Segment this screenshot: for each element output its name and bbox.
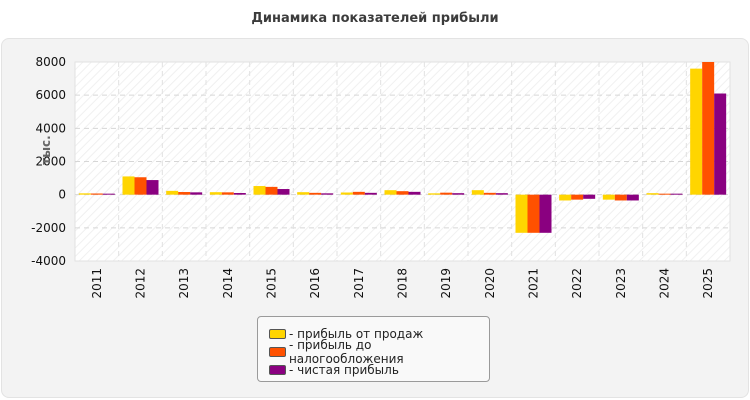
bar-2012-s2: [134, 177, 147, 195]
bar-2024-s3: [670, 193, 683, 195]
legend-label: - чистая прибыль: [289, 363, 399, 377]
legend-item: - прибыль от продаж: [269, 325, 489, 343]
y-tick-label: 8000: [35, 55, 66, 69]
bar-2016-s3: [321, 193, 334, 195]
bar-2015-s1: [253, 186, 266, 195]
bar-2023-s2: [614, 194, 627, 201]
bar-2017-s2: [352, 191, 365, 195]
x-tick-label: 2022: [570, 268, 584, 299]
x-tick-label: 2014: [221, 268, 235, 299]
bar-2021-s1: [515, 194, 528, 233]
bar-2021-s3: [539, 194, 552, 233]
legend-swatch: [269, 365, 286, 375]
bar-2013-s2: [178, 192, 191, 195]
bar-2025-s3: [714, 93, 727, 195]
bar-2025-s2: [702, 62, 715, 195]
bar-2014-s1: [209, 192, 222, 195]
x-tick-label: 2019: [439, 268, 453, 299]
bar-2024-s2: [658, 193, 671, 195]
x-tick-label: 2015: [265, 268, 279, 299]
x-tick-label: 2012: [134, 268, 148, 299]
x-tick-label: 2024: [658, 268, 672, 299]
legend-swatch: [269, 329, 286, 339]
y-tick-label: 6000: [35, 88, 66, 102]
bar-2021-s2: [527, 194, 540, 233]
bar-2012-s1: [122, 176, 135, 195]
bar-2018-s2: [396, 191, 409, 195]
bar-2023-s1: [602, 194, 615, 200]
bar-2013-s1: [166, 190, 179, 195]
x-tick-label: 2017: [352, 268, 366, 299]
bar-2016-s1: [297, 192, 310, 195]
bar-2019-s3: [452, 193, 465, 195]
bar-2018-s1: [384, 190, 397, 195]
bar-2011-s1: [78, 193, 91, 195]
bar-2022-s1: [559, 194, 572, 201]
bar-2017-s1: [340, 192, 353, 195]
bar-2020-s1: [471, 190, 484, 195]
y-tick-label: 0: [58, 188, 66, 202]
bar-2014-s3: [233, 193, 246, 195]
y-tick-label: 4000: [35, 121, 66, 135]
legend-label: - прибыль от продаж: [289, 327, 424, 341]
bar-2012-s3: [146, 180, 159, 195]
x-tick-label: 2025: [701, 268, 715, 299]
bar-2015-s3: [277, 189, 290, 195]
legend-item: - чистая прибыль: [269, 361, 489, 379]
legend-swatch: [269, 347, 286, 357]
x-tick-label: 2023: [614, 268, 628, 299]
y-tick-label: -2000: [31, 221, 66, 235]
legend: - прибыль от продаж - прибыль до налогооб…: [257, 316, 490, 382]
bar-2022-s2: [571, 194, 584, 200]
bar-2016-s2: [309, 192, 322, 195]
x-tick-label: 2016: [308, 268, 322, 299]
bar-2013-s3: [190, 192, 203, 195]
y-axis-label: тыс.: [39, 135, 53, 164]
bar-2017-s3: [364, 192, 377, 195]
bar-2014-s2: [221, 192, 234, 195]
bar-2022-s3: [583, 194, 596, 199]
x-tick-label: 2011: [90, 268, 104, 299]
x-tick-label: 2013: [177, 268, 191, 299]
bar-2024-s1: [646, 193, 659, 195]
x-tick-label: 2020: [483, 268, 497, 299]
bar-2011-s3: [102, 193, 115, 195]
bar-2011-s2: [90, 193, 103, 195]
bar-2019-s2: [440, 192, 453, 195]
legend-label: - прибыль до налогообложения: [288, 338, 404, 366]
bar-2019-s1: [428, 193, 441, 195]
bar-2025-s1: [690, 68, 703, 195]
legend-item: - прибыль до налогообложения: [269, 338, 489, 366]
chart-title: Динамика показателей прибыли: [251, 11, 499, 26]
y-tick-label: 2000: [35, 155, 66, 169]
bar-2023-s3: [626, 194, 639, 201]
bar-2015-s2: [265, 186, 278, 195]
bar-2020-s3: [495, 193, 508, 195]
y-tick-label: -4000: [31, 254, 66, 268]
x-tick-label: 2018: [396, 268, 410, 299]
x-tick-label: 2021: [527, 268, 541, 299]
bar-2018-s3: [408, 191, 421, 195]
bar-2020-s2: [483, 192, 496, 195]
